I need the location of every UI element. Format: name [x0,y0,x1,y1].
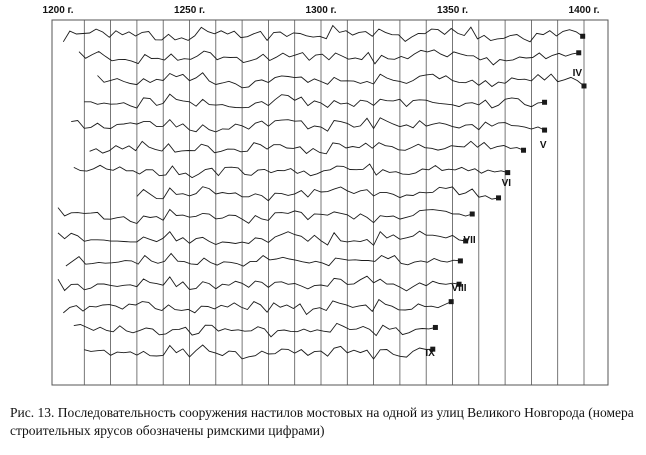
series-end-marker [432,324,438,330]
figure-caption: Рис. 13. Последовательность сооружения н… [10,405,634,438]
series-line [78,49,579,66]
x-tick-label: 1250 г. [174,5,205,16]
tier-label: IV [573,68,583,79]
x-axis-ticks: 1200 г. 1250 г. 1300 г. 1350 г. 1400 г. [43,5,600,16]
series-end-marker [521,147,527,153]
x-tick-label: 1400 г. [569,5,600,16]
tier-label: VII [463,235,475,246]
series-end-marker [580,33,586,39]
series-line [136,186,499,202]
x-tick-label: 1350 г. [437,5,468,16]
x-tick-label: 1300 г. [306,5,337,16]
series-line [57,230,466,247]
series-end-marker [456,281,462,287]
series-end-marker [430,346,436,352]
series-end-marker [576,50,582,56]
series-end-marker [542,99,548,105]
series-end-marker [581,83,587,89]
series-end-marker [505,170,511,176]
tier-label: IX [425,348,435,359]
series-end-marker [496,195,502,201]
series-line [84,344,433,360]
tier-labels: IV V VI VII VIII IX [425,68,582,359]
tier-label: V [540,140,547,151]
tier-label: VIII [452,283,467,294]
series-line [84,93,545,109]
series-line [97,72,585,89]
plot-frame [51,19,609,386]
series-line [71,117,545,133]
series-end-marker [469,211,475,217]
series-end-marker [463,238,469,244]
series-line [73,163,508,179]
dendro-chart: 1200 г. 1250 г. 1300 г. 1350 г. 1400 г. IV V V… [43,5,609,386]
grid-lines [83,20,585,385]
series-line [73,322,436,338]
series-end-marker [448,299,454,305]
x-tick-label: 1200 г. [43,5,74,16]
series-end-marker [542,127,548,133]
series-line [57,275,460,292]
series-group [57,24,587,360]
tier-label: VI [502,178,512,189]
series-line [89,140,524,155]
series-line [62,24,583,43]
series-line [65,252,461,267]
series-line [63,298,452,316]
series-line [57,207,473,225]
series-end-marker [457,258,463,264]
